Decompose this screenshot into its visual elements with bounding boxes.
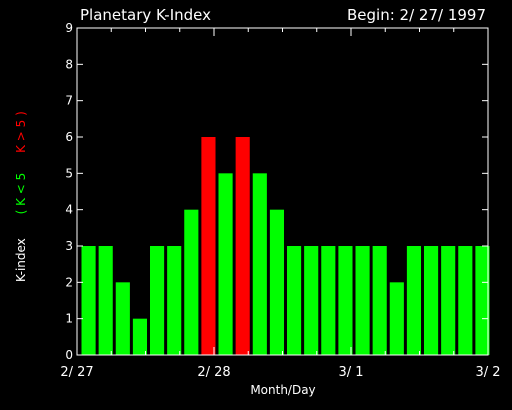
bar xyxy=(235,137,250,355)
bar xyxy=(372,246,387,355)
x-axis-label: Month/Day xyxy=(250,383,315,397)
y-tick-label: 0 xyxy=(65,348,73,362)
y-axis-label-above: K > 5 ) xyxy=(14,111,28,153)
bar xyxy=(150,246,165,355)
bar xyxy=(218,173,233,355)
bar xyxy=(389,282,404,355)
bar xyxy=(338,246,353,355)
bar xyxy=(441,246,456,355)
x-tick-label: 2/ 27 xyxy=(60,365,93,380)
y-tick-label: 9 xyxy=(65,21,73,35)
bar xyxy=(269,209,285,355)
bar xyxy=(458,246,473,355)
bar xyxy=(406,246,422,355)
x-tick-label: 2/ 28 xyxy=(197,365,230,380)
y-tick-label: 5 xyxy=(65,166,73,180)
x-axis: 2/ 27 2/ 28 3/ 1 3/ 2 xyxy=(60,28,501,380)
y-tick-label: 2 xyxy=(65,275,73,289)
bar xyxy=(167,246,182,355)
y-axis: 0 1 2 3 4 5 6 7 8 9 xyxy=(65,21,488,362)
bar xyxy=(475,246,490,355)
y-axis-label-main: K-index xyxy=(14,238,28,282)
x-tick-label: 3/ 1 xyxy=(338,365,363,380)
bar xyxy=(424,246,439,355)
chart-title: Planetary K-Index xyxy=(80,6,211,24)
y-tick-label: 7 xyxy=(65,94,73,108)
bar xyxy=(304,246,319,355)
y-tick-label: 6 xyxy=(65,130,73,144)
bar xyxy=(98,246,113,355)
x-tick-label: 3/ 2 xyxy=(475,365,500,380)
bar xyxy=(115,282,130,355)
bar xyxy=(252,173,267,355)
bar xyxy=(81,246,96,355)
bars-group xyxy=(81,137,490,355)
bar xyxy=(132,318,148,355)
bar xyxy=(184,209,199,355)
y-axis-label-below: ( K < 5 xyxy=(14,173,28,215)
bar xyxy=(287,246,302,355)
svg-text:K-index ( K < 5 K: K-index ( K < 5 K > 5 ) xyxy=(14,111,28,282)
bar xyxy=(355,246,370,355)
y-tick-label: 4 xyxy=(65,203,73,217)
bar xyxy=(201,137,216,355)
y-axis-label: K-index ( K < 5 K > 5 ) xyxy=(14,111,28,282)
bar xyxy=(321,246,336,355)
begin-date: Begin: 2/ 27/ 1997 xyxy=(347,6,486,24)
y-tick-label: 1 xyxy=(65,312,73,326)
y-tick-label: 3 xyxy=(65,239,73,253)
y-tick-label: 8 xyxy=(65,57,73,71)
